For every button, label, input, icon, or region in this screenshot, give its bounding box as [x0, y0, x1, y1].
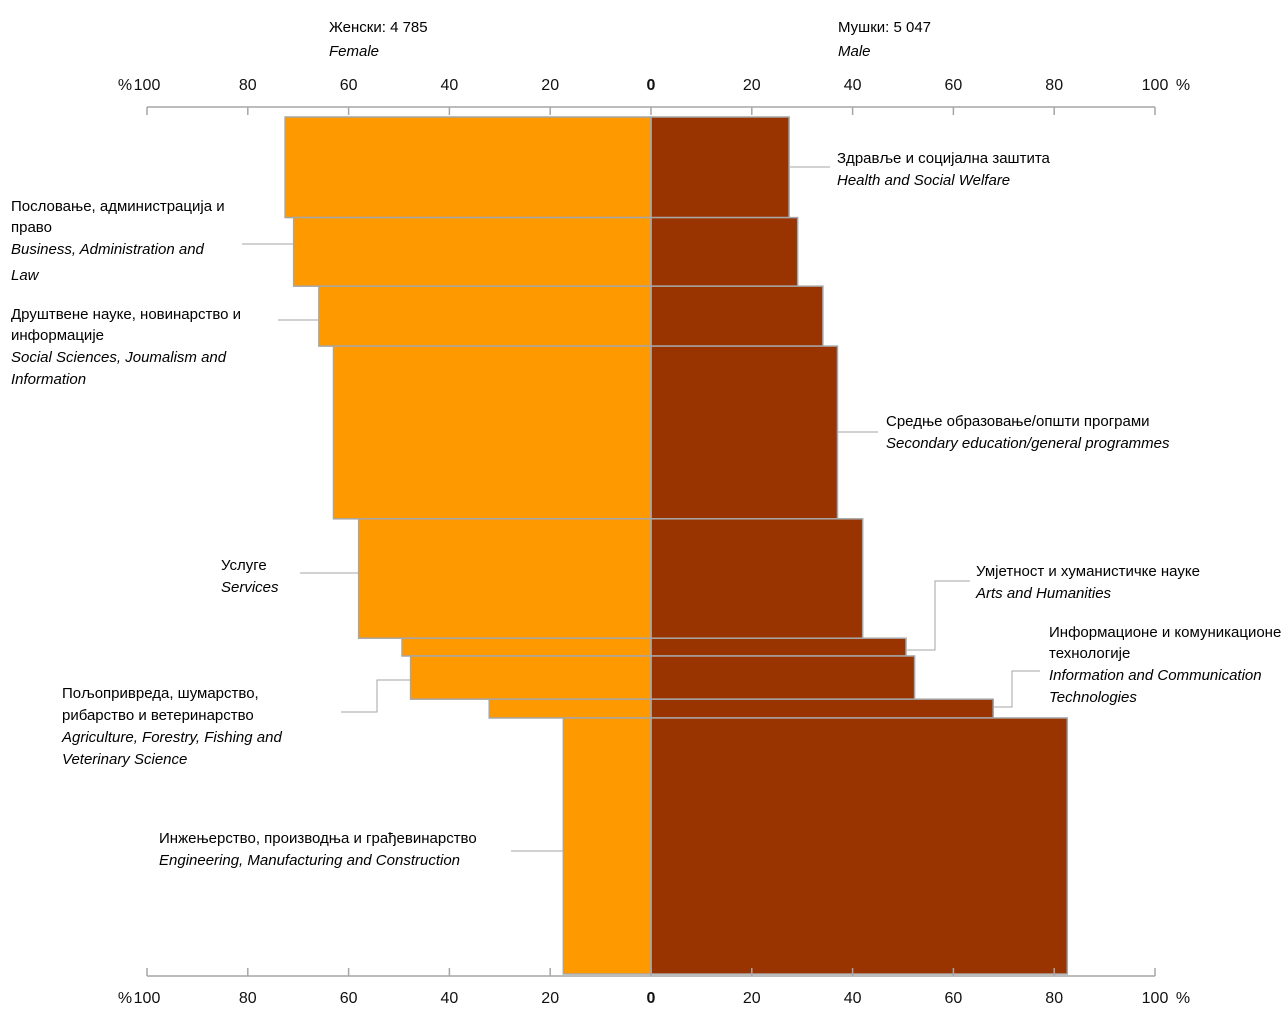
label-ict-sr1: Информационе и комуникационе: [1049, 624, 1281, 641]
label-services-en: Services: [221, 579, 279, 596]
label-ict-en1: Information and Communication: [1049, 667, 1262, 684]
unit-label-left-bottom: %: [118, 990, 132, 1007]
unit-label-right-bottom: %: [1176, 990, 1190, 1007]
tick-label-bottom-9: 80: [1045, 990, 1063, 1007]
bar-male-6: [650, 655, 916, 700]
unit-label-left-top: %: [118, 77, 132, 94]
bar-female-8: [562, 717, 652, 975]
bar-male-1: [650, 216, 799, 287]
label-ict-sr2: технологије: [1049, 645, 1130, 662]
tick-label-bottom-7: 40: [844, 990, 862, 1007]
label-secondary-sr: Средње образовање/општи програми: [886, 413, 1150, 430]
bar-female-0: [284, 116, 652, 219]
bar-female-4: [357, 518, 652, 639]
axes-group: 100 80 60 40 20 0 20 40 60 80 100% %100 80 60 40 20 0 20 4…: [118, 77, 1190, 1007]
label-health-en: Health and Social Welfare: [837, 172, 1010, 189]
female-total: Женски: 4 785: [329, 19, 428, 36]
tick-label-top-6: 20: [743, 77, 761, 94]
tick-label-top-8: 60: [945, 77, 963, 94]
tick-label-top-9: 80: [1045, 77, 1063, 94]
label-business-en2: Law: [11, 267, 40, 284]
leader-ict: [994, 670, 1040, 708]
bar-female-1: [292, 216, 652, 287]
tick-label-top-10: 100: [1142, 77, 1169, 94]
label-agri-sr2: рибарство и ветеринарство: [62, 707, 254, 724]
bar-female-3: [332, 345, 652, 520]
label-agri-sr1: Пољопривреда, шумарство,: [62, 685, 259, 702]
tick-label-bottom-8: 60: [945, 990, 963, 1007]
tick-label-bottom-10: 100: [1142, 990, 1169, 1007]
tick-label-bottom-2: 60: [340, 990, 358, 1007]
label-arts-en: Arts and Humanities: [975, 585, 1112, 602]
tick-label-bottom-6: 20: [743, 990, 761, 1007]
label-eng-en: Engineering, Manufacturing and Construct…: [159, 852, 460, 869]
bar-male-0: [650, 116, 790, 219]
bar-male-4: [650, 518, 864, 639]
bars-group: [284, 116, 1069, 975]
label-business-en1: Business, Administration and: [11, 241, 205, 258]
leader-arts: [907, 580, 970, 651]
tick-label-top-2: 60: [340, 77, 358, 94]
male-total: Мушки: 5 047: [838, 19, 931, 36]
label-eng-sr: Инжењерство, производња и грађевинарство: [159, 830, 477, 847]
bar-male-8: [650, 717, 1069, 975]
label-agri-en1: Agriculture, Forestry, Fishing and: [61, 729, 282, 746]
bar-male-2: [650, 285, 824, 347]
label-secondary-en: Secondary education/general programmes: [886, 435, 1170, 452]
bar-male-7: [650, 698, 994, 719]
bar-female-2: [318, 285, 652, 347]
label-social-en1: Social Sciences, Joumalism and: [11, 349, 227, 366]
bar-female-7: [488, 698, 652, 719]
male-label: Male: [838, 43, 871, 60]
label-arts-sr: Умјетност и хуманистичке науке: [976, 563, 1200, 580]
tick-label-bottom-5: 0: [647, 990, 656, 1007]
tick-label-top-3: 40: [441, 77, 459, 94]
tick-label-bottom-1: 80: [239, 990, 257, 1007]
tick-label-top-7: 40: [844, 77, 862, 94]
label-business-sr2: право: [11, 219, 52, 236]
tick-label-bottom-0: 100: [134, 990, 161, 1007]
tick-label-bottom-3: 40: [441, 990, 459, 1007]
leader-agri: [341, 679, 411, 713]
bar-female-5: [401, 637, 652, 657]
label-social-sr1: Друштвене науке, новинарство и: [11, 306, 241, 323]
unit-label-right-top: %: [1176, 77, 1190, 94]
tick-label-top-5: 0: [647, 77, 656, 94]
label-ict-en2: Technologies: [1049, 689, 1137, 706]
bar-male-5: [650, 637, 907, 657]
female-label: Female: [329, 43, 379, 60]
tick-label-top-0: 100: [134, 77, 161, 94]
bar-female-6: [409, 655, 652, 700]
leader-lines: [242, 166, 1040, 852]
label-services-sr: Услуге: [221, 557, 267, 574]
tick-label-bottom-4: 20: [541, 990, 559, 1007]
tick-label-top-4: 20: [541, 77, 559, 94]
label-social-en2: Information: [11, 371, 86, 388]
bar-male-3: [650, 345, 839, 520]
label-health-sr: Здравље и социјална заштита: [837, 150, 1051, 167]
label-social-sr2: информације: [11, 327, 104, 344]
label-agri-en2: Veterinary Science: [62, 751, 187, 768]
label-business-sr1: Пословање, администрација и: [11, 198, 225, 215]
tick-label-top-1: 80: [239, 77, 257, 94]
